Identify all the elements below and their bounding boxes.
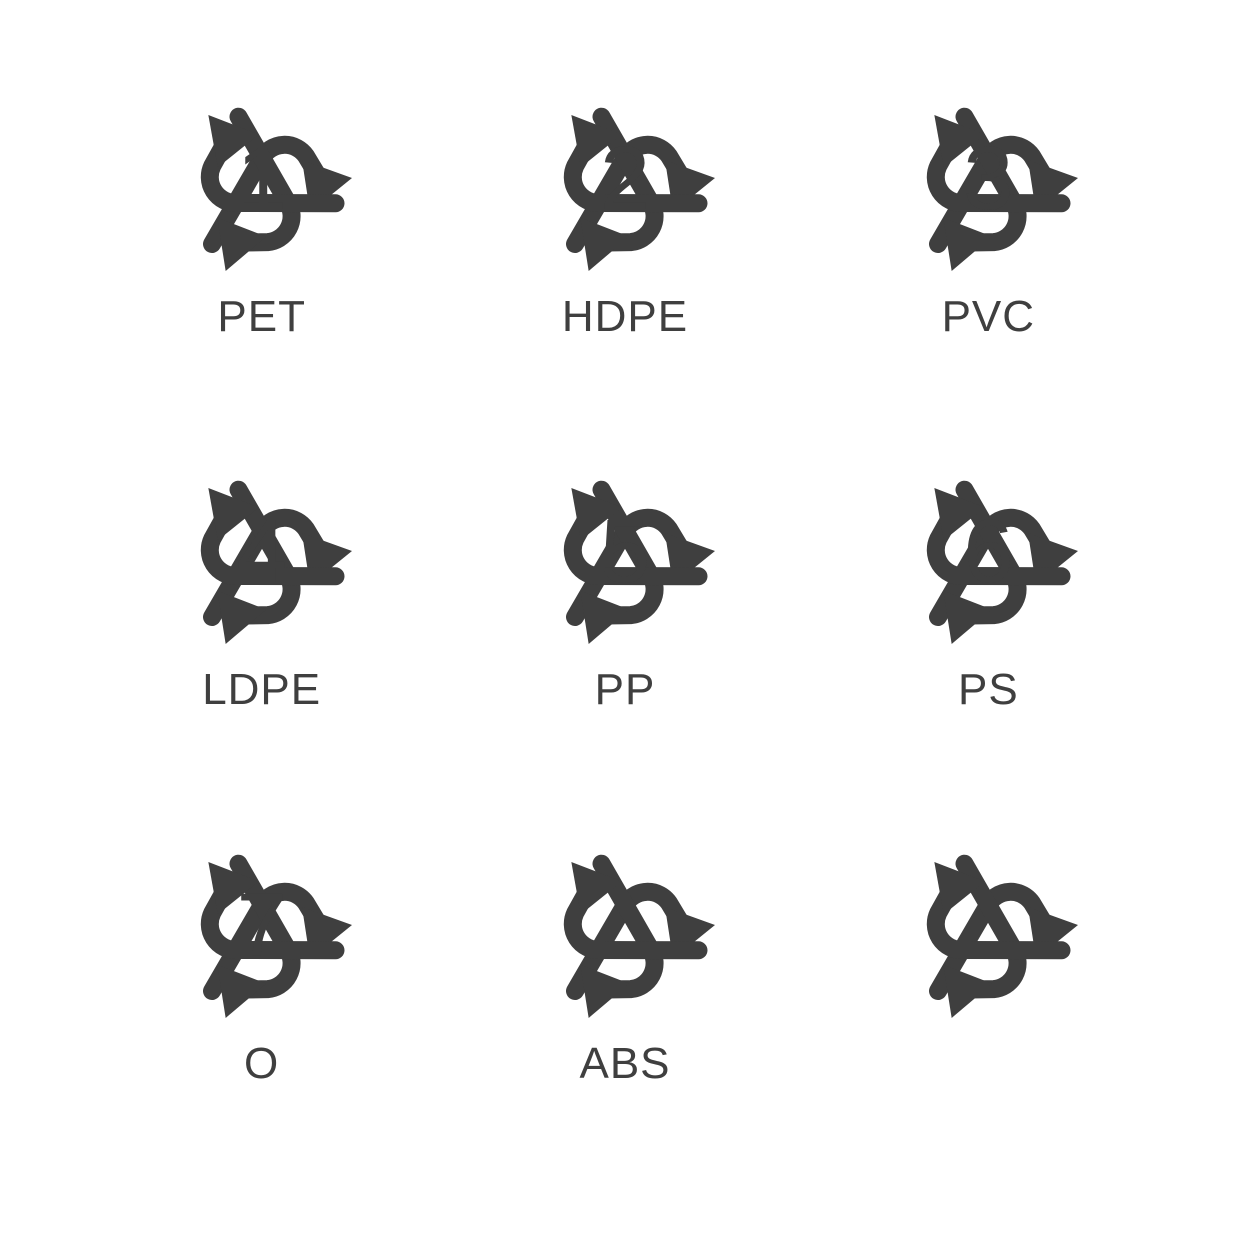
recycling-symbol-2: 2 HDPE — [473, 60, 776, 403]
recycling-triangle-icon: 2 — [515, 60, 735, 280]
recycling-symbol-3: 3 PVC — [837, 60, 1140, 403]
recycling-symbol-8: ABS — [473, 807, 776, 1150]
resin-code-label: PS — [958, 665, 1019, 715]
recycling-triangle-icon: 3 — [878, 60, 1098, 280]
recycling-symbol-1: 1 PET — [110, 60, 413, 403]
resin-code-label: HDPE — [562, 292, 688, 342]
recycling-triangle-icon — [515, 807, 735, 1027]
recycling-triangle-icon: 6 — [878, 433, 1098, 653]
recycling-triangle-icon: 7 — [152, 807, 372, 1027]
recycling-symbol-6: 6 PS — [837, 433, 1140, 776]
recycling-symbol-7: 7O — [110, 807, 413, 1150]
recycling-triangle-icon: 5 — [515, 433, 735, 653]
recycling-triangle-icon: 4 — [152, 433, 372, 653]
resin-code-label: LDPE — [202, 665, 321, 715]
recycling-triangle-icon: 1 — [152, 60, 372, 280]
recycling-codes-grid: 1 PET 2 HDPE 3 PVC 4 LDPE 5 PP 6 PS — [0, 0, 1250, 1250]
resin-code-label: O — [244, 1039, 279, 1089]
recycling-symbol-4: 4 LDPE — [110, 433, 413, 776]
recycling-symbol-9 — [837, 807, 1140, 1150]
resin-code-label: ABS — [579, 1039, 670, 1089]
resin-code-label: PVC — [942, 292, 1035, 342]
recycling-triangle-icon — [878, 807, 1098, 1027]
recycling-symbol-5: 5 PP — [473, 433, 776, 776]
resin-code-label: PP — [595, 665, 656, 715]
resin-code-label: PET — [217, 292, 306, 342]
